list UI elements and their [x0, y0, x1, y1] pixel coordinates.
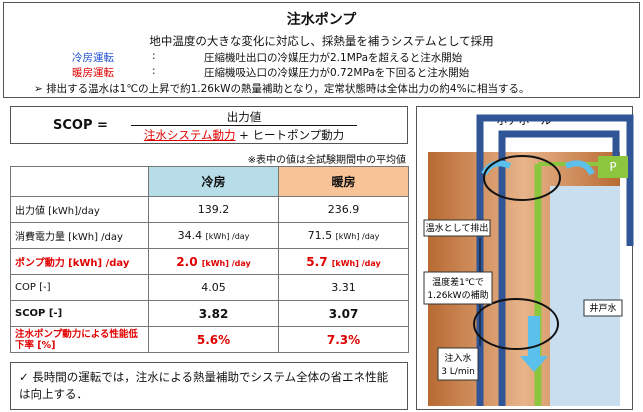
row-label: COP [-]: [10, 274, 149, 301]
condition-label: 冷房運転: [72, 52, 114, 64]
cell-value: 3.82: [198, 306, 229, 321]
cell-value: 7.3%: [326, 332, 361, 347]
label: 井戸水: [589, 302, 616, 314]
well: [550, 186, 620, 406]
label: 1.26kWの補助: [427, 289, 488, 301]
cell-cool: 4.05: [148, 274, 279, 301]
highlight: [473, 298, 559, 350]
table-row: COP [-] 4.05 3.31: [10, 274, 409, 301]
pipe: [498, 130, 620, 406]
row-label: SCOP [-]: [10, 300, 149, 327]
label-box: [423, 271, 493, 305]
fraction-bar: [131, 125, 357, 126]
cell-value: 3.07: [328, 306, 359, 321]
label-box: [423, 219, 491, 237]
cell-value: 5.7: [306, 254, 328, 269]
label: 注入水: [444, 352, 471, 364]
table: 冷房 暖房 出力値 [kWh]/day 139.2 236.9 消費電力量 [kWh]…: [10, 166, 409, 353]
header-cool: 冷房: [148, 166, 279, 197]
cell-value: 2.0: [176, 254, 198, 269]
condition-text: 圧縮機吐出口の冷媒圧力が2.1MPaを超えると注水開始: [204, 52, 463, 64]
cell-value: 4.05: [201, 281, 226, 294]
label: 温度差1℃で: [432, 276, 484, 288]
title: 注水ポンプ: [286, 12, 357, 28]
table-row: SCOP [-] 3.82 3.07: [10, 300, 409, 327]
table-note: ※表中の値は全試験期間中の平均値: [247, 155, 406, 166]
cell-value: 3.31: [331, 281, 356, 294]
cell-unit: [kWh] /day: [331, 258, 381, 268]
row-label: 出力値 [kWh]/day: [10, 196, 149, 223]
pump: [598, 156, 628, 178]
highlight: [483, 155, 561, 201]
cell-cool: 5.6%: [148, 326, 279, 353]
label: 温水として排出: [426, 222, 489, 234]
denominator: 注水システム動力 + ヒートポンプ動力: [129, 127, 359, 143]
label: 3 L/min: [441, 367, 475, 377]
cell-value: 71.5: [307, 229, 333, 242]
cell-heat: 3.07: [278, 300, 409, 327]
conclusion: ✓ 長時間の運転では，注水による熱量補助でシステム全体の省エネ性能は向上する．: [10, 362, 408, 410]
note: ➢ 排出する温水は1℃の上昇で約1.26kWの熱量補助となり，定常状態時は全体出…: [34, 83, 530, 95]
cell-value: 236.9: [327, 203, 360, 216]
flow-arrow: [520, 316, 548, 372]
label-box: [583, 299, 623, 317]
cell-heat: 71.5 [kWh] /day: [278, 222, 409, 249]
cell-heat: 7.3%: [278, 326, 409, 353]
cell-cool: 34.4 [kWh] /day: [148, 222, 279, 249]
formula-lhs: SCOP =: [53, 118, 108, 133]
numerator: 出力値: [226, 110, 262, 124]
cell-heat: 236.9: [278, 196, 409, 223]
header-heat: 暖房: [278, 166, 409, 197]
header-box: 注水ポンプ 地中温度の大きな変化に対応し、採熱量を補うシステムとして採用 冷房運…: [3, 2, 640, 98]
corner: [10, 166, 149, 197]
cell-heat: 3.31: [278, 274, 409, 301]
cell-value: 34.4: [177, 229, 203, 242]
condition-label: 暖房運転: [72, 67, 114, 79]
cell-unit: [kWh] /day: [205, 232, 250, 241]
cell-cool: 3.82: [148, 300, 279, 327]
cell-cool: 2.0 [kWh] /day: [148, 248, 279, 275]
row-label: 消費電力量 [kWh] /day: [10, 222, 149, 249]
row-label: ポンプ動力 [kWh] /day: [10, 248, 149, 275]
cell-cool: 139.2: [148, 196, 279, 223]
table-row: ポンプ動力 [kWh] /day 2.0 [kWh] /day 5.7 [kWh] …: [10, 248, 409, 275]
cell-unit: [kWh] /day: [335, 232, 380, 241]
cell-value: 5.6%: [196, 332, 231, 347]
colon: :: [152, 65, 156, 77]
label-box: [437, 347, 479, 381]
formula-box: SCOP = 出力値 注水システム動力 + ヒートポンプ動力: [10, 106, 408, 144]
cell-heat: 5.7 [kWh] /day: [278, 248, 409, 275]
pump-label: P: [609, 160, 616, 174]
table-row: 注水ポンプ動力による性能低下率 [%] 5.6% 7.3%: [10, 326, 409, 353]
table-body: 出力値 [kWh]/day 139.2 236.9 消費電力量 [kWh] /day 3…: [10, 196, 409, 353]
denominator-red: 注水システム動力: [143, 128, 236, 142]
diagram: ボアホール P 温水として排出 温度差1℃で 1.26kWの補助 井戸水 注入水…: [416, 106, 634, 410]
subtitle: 地中温度の大きな変化に対応し、採熱量を補うシステムとして採用: [149, 34, 494, 48]
denominator-rest: + ヒートポンプ動力: [239, 128, 345, 142]
table-row: 出力値 [kWh]/day 139.2 236.9: [10, 196, 409, 223]
cell-unit: [kWh] /day: [201, 258, 251, 268]
colon: :: [152, 50, 156, 62]
table-row: 消費電力量 [kWh] /day 34.4 [kWh] /day 71.5 [kWh…: [10, 222, 409, 249]
cell-value: 139.2: [197, 203, 230, 216]
row-label: 注水ポンプ動力による性能低下率 [%]: [10, 326, 149, 353]
condition-text: 圧縮機吸込口の冷媒圧力が0.72MPaを下回ると注水開始: [204, 67, 470, 79]
